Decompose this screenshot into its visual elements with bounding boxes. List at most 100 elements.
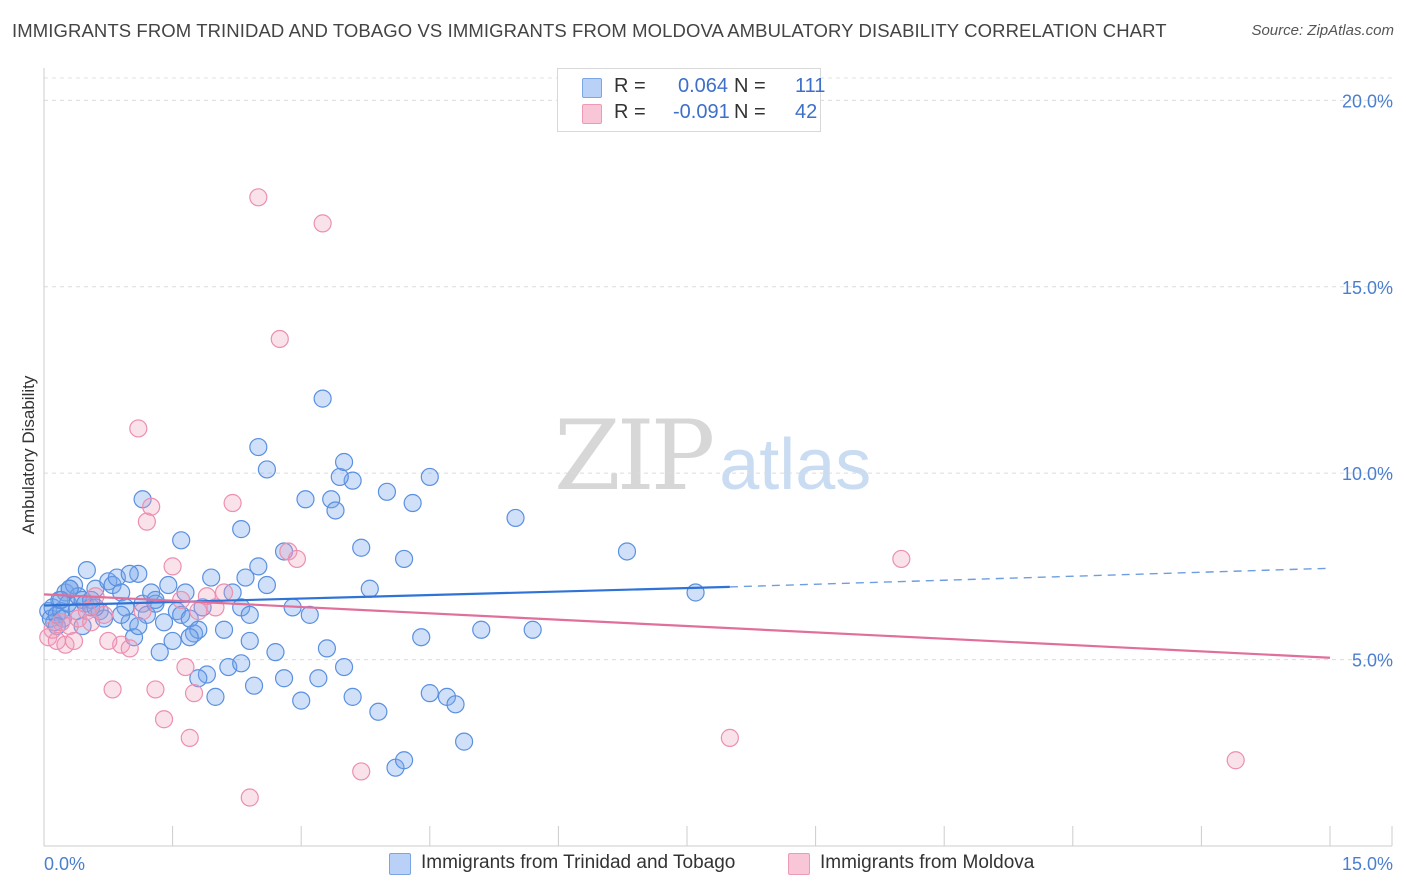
point-trinidad: [214, 620, 234, 639]
point-trinidad: [172, 531, 191, 550]
point-moldova: [137, 512, 156, 531]
point-trinidad: [77, 561, 96, 580]
trendline-trinidad: [43, 585, 730, 607]
bottom-legend-label-trinidad: Immigrants from Trinidad and Tobago: [421, 852, 736, 873]
y-axis-label: Ambulatory Disability: [19, 375, 38, 535]
y-tick-label: 5.0%: [1352, 651, 1393, 671]
legend-swatch-trinidad: [582, 78, 602, 98]
point-moldova: [146, 680, 165, 699]
point-trinidad: [506, 508, 525, 528]
point-trinidad: [326, 501, 345, 520]
point-trinidad: [189, 669, 208, 688]
point-moldova: [720, 728, 739, 747]
point-trinidad: [300, 605, 319, 624]
y-tick-label: 15.0%: [1342, 278, 1393, 298]
point-trinidad: [334, 452, 354, 472]
point-trinidad: [472, 620, 491, 639]
point-moldova: [249, 188, 268, 207]
point-trinidad: [454, 732, 474, 751]
point-moldova: [240, 788, 259, 807]
point-trinidad: [232, 520, 251, 539]
point-trinidad: [236, 568, 255, 587]
point-trinidad: [446, 695, 465, 714]
point-trinidad: [523, 620, 542, 639]
point-moldova: [99, 631, 118, 651]
point-moldova: [189, 602, 208, 621]
point-trinidad: [313, 389, 332, 408]
point-moldova: [82, 613, 101, 632]
legend-n-label: N =: [734, 101, 766, 123]
trendline-trinidad-extrapolated: [729, 567, 1331, 588]
point-moldova: [133, 602, 152, 621]
point-trinidad: [360, 579, 379, 598]
legend-r-value-trinidad: 0.064: [678, 75, 729, 97]
point-trinidad: [317, 639, 337, 658]
y-tick-label: 20.0%: [1342, 91, 1393, 111]
x-tick-label: 15.0%: [1342, 854, 1393, 874]
point-trinidad: [180, 628, 199, 647]
point-trinidad: [322, 490, 341, 509]
point-moldova: [313, 214, 332, 233]
bottom-legend-swatch-trinidad: [389, 853, 411, 875]
point-trinidad: [352, 538, 371, 557]
point-moldova: [129, 419, 148, 438]
point-moldova: [223, 493, 242, 513]
point-moldova: [176, 657, 195, 677]
point-trinidad: [292, 691, 311, 710]
point-moldova: [1226, 751, 1245, 770]
point-trinidad: [296, 490, 315, 509]
point-trinidad: [232, 654, 251, 673]
point-moldova: [142, 497, 161, 516]
bottom-legend-swatch-moldova: [788, 853, 810, 875]
point-moldova: [180, 728, 199, 747]
point-trinidad: [240, 605, 259, 624]
point-trinidad: [249, 437, 268, 457]
point-moldova: [103, 680, 122, 699]
point-trinidad: [420, 467, 439, 487]
point-trinidad: [249, 557, 268, 576]
point-moldova: [77, 602, 96, 621]
legend-n-value-moldova: 42: [795, 101, 818, 123]
point-trinidad: [420, 684, 439, 703]
point-trinidad: [240, 631, 259, 651]
point-moldova: [64, 631, 84, 651]
point-moldova: [352, 762, 371, 781]
point-trinidad: [112, 583, 131, 602]
point-trinidad: [266, 643, 285, 662]
point-trinidad: [334, 657, 354, 677]
trendline-moldova: [43, 593, 1331, 659]
y-tick-label: 10.0%: [1342, 464, 1393, 484]
point-trinidad: [202, 568, 221, 587]
point-trinidad: [163, 631, 182, 651]
point-moldova: [184, 684, 204, 703]
point-trinidad: [129, 616, 148, 636]
point-trinidad: [120, 564, 139, 583]
point-trinidad: [369, 702, 388, 721]
legend-r-label: R =: [614, 101, 646, 123]
point-trinidad: [412, 628, 431, 647]
point-trinidad: [617, 542, 637, 561]
legend-r-value-moldova: -0.091: [673, 101, 730, 123]
point-moldova: [214, 583, 234, 602]
point-moldova: [120, 639, 139, 658]
point-trinidad: [343, 687, 362, 706]
point-trinidad: [394, 751, 414, 770]
point-trinidad: [257, 460, 277, 479]
point-trinidad: [244, 676, 264, 695]
legend-r-label: R =: [614, 75, 646, 97]
legend-swatch-moldova: [582, 104, 602, 124]
point-trinidad: [330, 467, 349, 487]
point-trinidad: [403, 493, 422, 513]
point-trinidad: [112, 605, 131, 624]
x-tick-label: 0.0%: [44, 854, 85, 874]
correlation-legend: R = 0.064 N = 111 R = -0.091 N = 42: [557, 68, 825, 132]
point-moldova: [163, 557, 182, 576]
chart-title: IMMIGRANTS FROM TRINIDAD AND TOBAGO VS I…: [12, 20, 1167, 41]
point-trinidad: [309, 669, 328, 688]
legend-n-value-trinidad: 111: [795, 75, 826, 97]
point-trinidad: [686, 583, 705, 602]
point-moldova: [287, 549, 307, 569]
point-trinidad: [159, 575, 178, 595]
point-trinidad: [257, 575, 277, 595]
